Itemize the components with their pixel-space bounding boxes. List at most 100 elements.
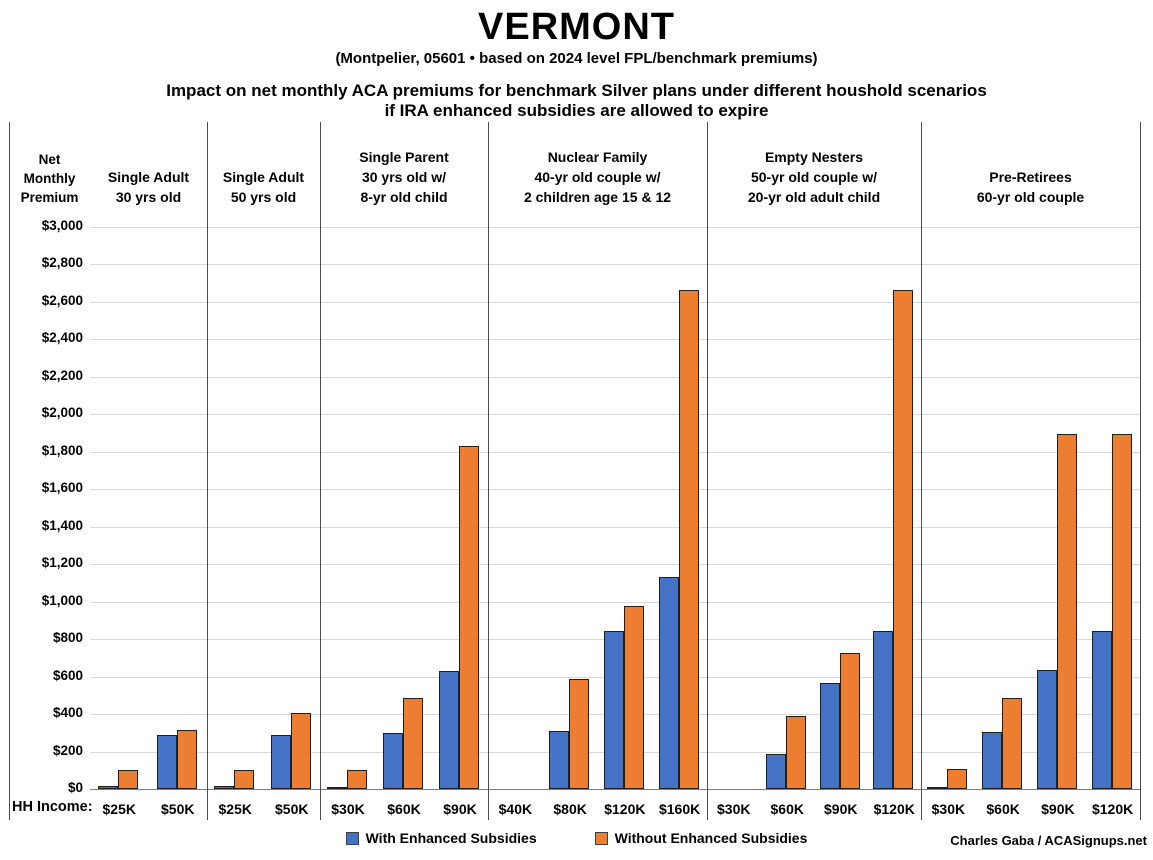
- legend-label-with-subsidies: With Enhanced Subsidies: [365, 830, 537, 846]
- bar-with-enhanced-subsidies: [1091, 631, 1112, 789]
- panel-header: Nuclear Family 40-yr old couple w/2 child…: [488, 125, 707, 211]
- panel-header-line: 30 yrs old: [115, 189, 182, 205]
- bar-group: [1036, 434, 1077, 789]
- bar-group: [766, 716, 807, 789]
- y-tick-label: $1,200: [41, 555, 83, 571]
- panel-header-line: 2 children age 15 & 12: [523, 189, 672, 205]
- bar-without-enhanced-subsidies: [403, 698, 423, 789]
- income-tick-label: $30K: [931, 801, 966, 817]
- panel-divider: [9, 122, 10, 820]
- y-axis-title-line: Premium: [20, 190, 79, 205]
- bar-without-enhanced-subsidies: [176, 730, 197, 789]
- gridline: [90, 339, 1140, 341]
- bar-group: [439, 446, 479, 789]
- income-tick-label: $120K: [873, 801, 915, 817]
- bar-group: [927, 769, 968, 789]
- panel-header-line: 30 yrs old w/: [361, 169, 447, 185]
- plot-area: [90, 227, 1140, 790]
- bar-with-enhanced-subsidies: [873, 631, 894, 789]
- chart-subtitle: (Montpelier, 05601 • based on 2024 level…: [335, 50, 818, 67]
- heading-line-2: if IRA enhanced subsidies are allowed to…: [384, 101, 769, 120]
- panel-divider: [707, 122, 708, 820]
- y-axis-title-line: Monthly: [23, 171, 76, 186]
- income-tick-label: $90K: [824, 801, 858, 817]
- chart-heading: Impact on net monthly ACA premiums for b…: [0, 81, 1153, 121]
- bar-without-enhanced-subsidies: [678, 290, 699, 789]
- bar-without-enhanced-subsidies: [118, 770, 139, 789]
- income-tick-label: $50K: [161, 801, 195, 817]
- panel-divider: [207, 122, 208, 820]
- y-tick-label: $2,200: [41, 367, 83, 383]
- bar-with-enhanced-subsidies: [1036, 670, 1057, 789]
- bar-without-enhanced-subsidies: [1002, 698, 1023, 789]
- bar-without-enhanced-subsidies: [234, 770, 255, 789]
- legend: With Enhanced Subsidies Without Enhanced…: [0, 830, 1153, 846]
- panel-header: Single Adult 30 yrs old: [90, 125, 207, 211]
- bar-with-enhanced-subsidies: [439, 671, 459, 789]
- income-tick-label: $60K: [387, 801, 421, 817]
- bar-with-enhanced-subsidies: [156, 735, 177, 789]
- panel-divider: [320, 122, 321, 820]
- bar-without-enhanced-subsidies: [1056, 434, 1077, 789]
- gridline: [90, 564, 1140, 566]
- income-tick-label: $60K: [986, 801, 1020, 817]
- panel-header-line: 20-yr old adult child: [747, 189, 881, 205]
- panel-header: Single Adult 50 yrs old: [207, 125, 320, 211]
- bar-with-enhanced-subsidies: [982, 732, 1003, 789]
- y-axis-title: Net Monthly Premium: [9, 125, 90, 211]
- panel-header-line: 50-yr old couple w/: [750, 169, 878, 185]
- bar-without-enhanced-subsidies: [947, 769, 968, 789]
- bar-group: [549, 679, 590, 789]
- bar-with-enhanced-subsidies: [766, 754, 787, 789]
- bar-group: [1091, 434, 1132, 789]
- bar-group: [603, 606, 644, 789]
- bar-group: [982, 698, 1023, 789]
- bar-without-enhanced-subsidies: [839, 653, 860, 789]
- bar-group: [658, 290, 699, 789]
- panel-header-line: Empty Nesters: [764, 149, 864, 165]
- y-tick-label: $2,000: [41, 405, 83, 421]
- gridline: [90, 414, 1140, 416]
- panel-divider: [1140, 122, 1141, 820]
- panel-header-line: 60-yr old couple: [976, 189, 1085, 205]
- y-tick-label: $600: [52, 667, 83, 683]
- bar-without-enhanced-subsidies: [290, 713, 311, 789]
- y-tick-label: $2,400: [41, 330, 83, 346]
- income-tick-label: $60K: [770, 801, 804, 817]
- bar-with-enhanced-subsidies: [549, 731, 570, 789]
- legend-swatch-without-subsidies-icon: [594, 831, 608, 845]
- income-tick-label: $25K: [218, 801, 252, 817]
- panel-divider: [921, 122, 922, 820]
- bar-without-enhanced-subsidies: [623, 606, 644, 789]
- income-tick-label: $25K: [102, 801, 136, 817]
- income-tick-label: $160K: [658, 801, 701, 817]
- y-tick-label: $400: [52, 705, 83, 721]
- y-tick-label: $800: [52, 630, 83, 646]
- bar-group: [156, 730, 197, 789]
- panel-header: Empty Nesters 50-yr old couple w/20-yr ol…: [707, 125, 921, 211]
- bar-with-enhanced-subsidies: [327, 787, 347, 789]
- bar-with-enhanced-subsidies: [927, 787, 948, 789]
- y-tick-label: $1,000: [41, 592, 83, 608]
- bar-group: [98, 770, 139, 789]
- hh-income-label: HH Income:: [12, 799, 93, 815]
- income-tick-label: $40K: [498, 801, 533, 817]
- income-tick-label: $90K: [1041, 801, 1075, 817]
- income-tick-label: $30K: [331, 801, 365, 817]
- y-tick-label: $1,800: [41, 442, 83, 458]
- bar-group: [214, 770, 255, 789]
- y-tick-label: $200: [52, 742, 83, 758]
- panel-header: Single Parent 30 yrs old w/8-yr old child: [320, 125, 488, 211]
- income-tick-label: $50K: [275, 801, 309, 817]
- y-tick-label: $1,600: [41, 480, 83, 496]
- chart-title: VERMONT: [478, 6, 675, 48]
- panel-header: Pre-Retirees 60-yr old couple: [921, 125, 1140, 211]
- gridline: [90, 227, 1140, 228]
- income-tick-label: $80K: [553, 801, 587, 817]
- bar-without-enhanced-subsidies: [569, 679, 590, 789]
- bar-without-enhanced-subsidies: [1111, 434, 1132, 789]
- bar-without-enhanced-subsidies: [459, 446, 479, 789]
- y-tick-label: $1,400: [41, 517, 83, 533]
- y-axis-title-line: Net: [38, 152, 61, 167]
- gridline: [90, 526, 1140, 528]
